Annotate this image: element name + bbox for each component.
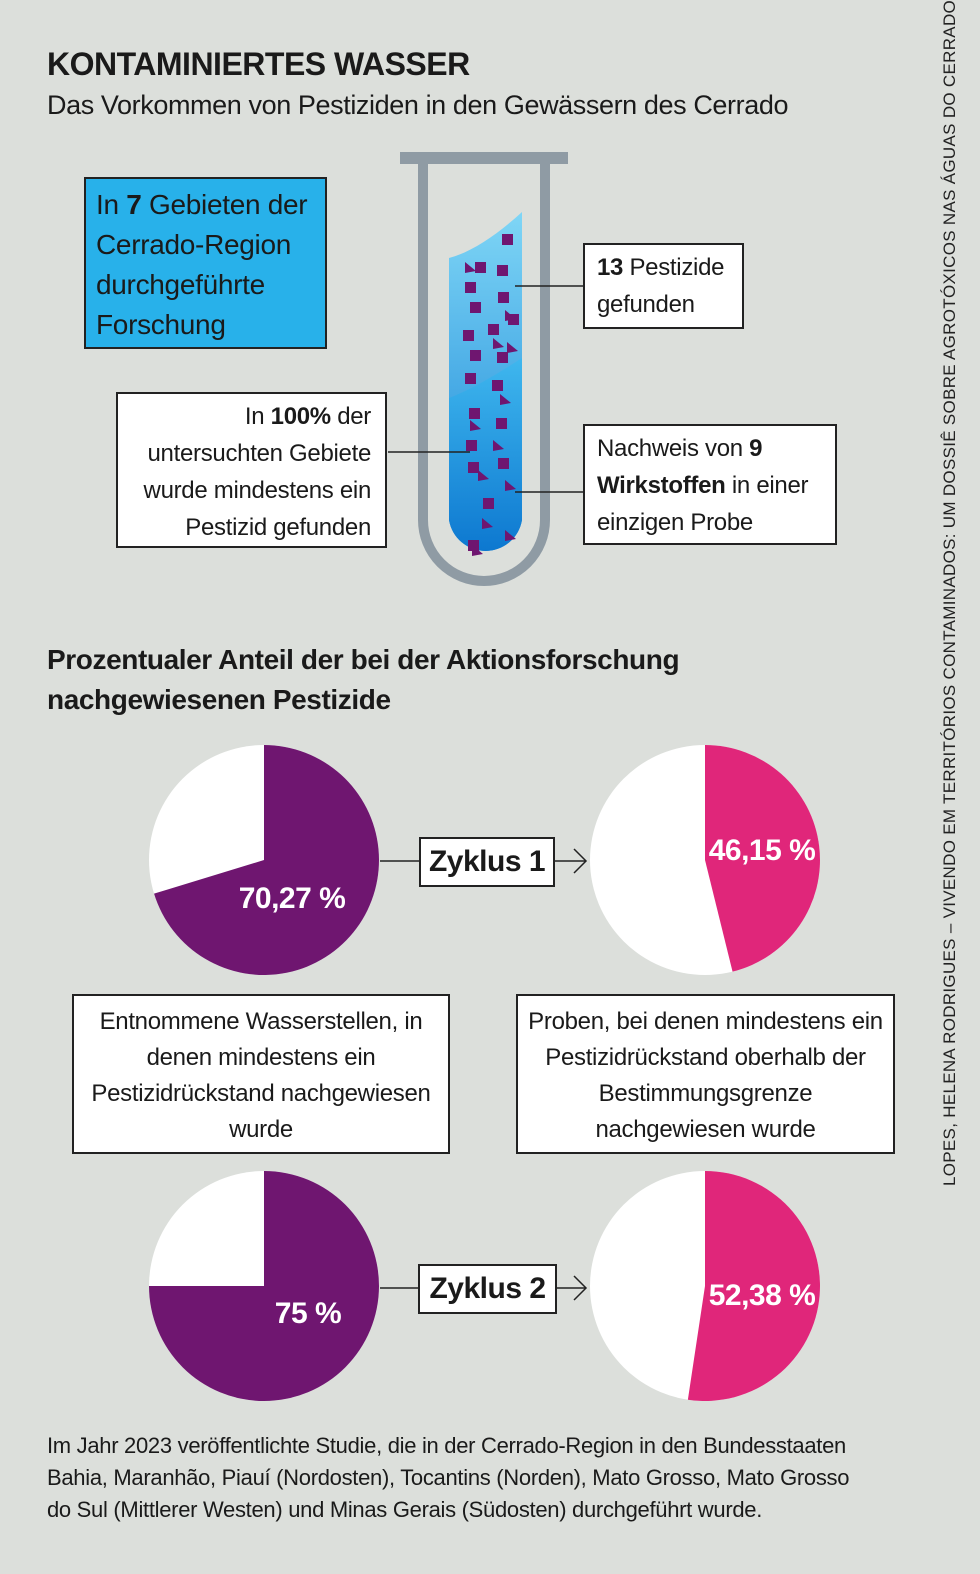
pie-slice — [687, 1171, 821, 1402]
particle — [482, 518, 493, 529]
callout-nine-substances: Nachweis von 9 Wirkstoffen in einer einz… — [583, 424, 837, 545]
callout-hundred-percent: In 100% der untersuchten Gebiete wurde m… — [116, 392, 387, 548]
pie-charts: 70,27 % 46,15 % 75 % 52,38 % — [149, 745, 821, 1402]
pie-value-label: 75 % — [275, 1297, 341, 1330]
pie-value-label: 46,15 % — [709, 834, 816, 867]
page-subtitle: Das Vorkommen von Pestiziden in den Gewä… — [47, 90, 789, 120]
callout-research-areas: In 7 Gebieten der Cerrado-Region durchge… — [84, 177, 327, 349]
callout-thirteen-pesticides: 13 Pestizide gefunden — [583, 243, 744, 329]
description-water-points: Entnommene Wasserstellen, in denen minde… — [72, 994, 450, 1154]
test-tube-icon — [400, 152, 568, 586]
particle — [497, 265, 508, 276]
particle — [505, 530, 516, 541]
particle — [463, 330, 474, 341]
cycle-1-label: Zyklus 1 — [419, 837, 555, 887]
particle — [468, 462, 479, 473]
particle — [496, 418, 507, 429]
particle — [498, 458, 509, 469]
pie-value-label: 52,38 % — [709, 1279, 816, 1312]
cycle1-arrow-head-icon — [573, 848, 588, 874]
particle — [478, 470, 489, 481]
particle — [472, 545, 483, 556]
particle — [469, 408, 480, 419]
cycle-2-label: Zyklus 2 — [418, 1264, 557, 1314]
page-title: KONTAMINIERTES WASSER — [47, 46, 470, 82]
particle — [508, 314, 519, 325]
particle — [488, 324, 499, 335]
pie-value-label: 70,27 % — [239, 882, 346, 915]
pie-chart-2: 46,15 % — [590, 745, 820, 975]
particle — [493, 338, 504, 349]
cycle2-arrow-head-icon — [573, 1275, 588, 1301]
pie-slice — [149, 1171, 379, 1401]
particle — [497, 352, 508, 363]
particle — [466, 440, 477, 451]
particle — [493, 440, 504, 451]
pie-chart-3: 75 % — [149, 1171, 379, 1401]
particle — [498, 292, 509, 303]
particle — [505, 310, 516, 321]
pie-slice — [705, 745, 820, 972]
pie-chart-1: 70,27 % — [149, 745, 379, 976]
particle — [465, 282, 476, 293]
pesticide-particles — [463, 234, 519, 556]
pie-slice — [154, 745, 379, 976]
particle — [507, 342, 518, 353]
particle — [468, 540, 479, 551]
particle — [465, 373, 476, 384]
footnote: Im Jahr 2023 veröffentlichte Studie, die… — [47, 1433, 850, 1522]
particle — [483, 498, 494, 509]
particle — [470, 420, 481, 431]
particle — [500, 394, 511, 405]
particle — [505, 480, 516, 491]
description-samples: Proben, bei denen mindestens ein Pestizi… — [516, 994, 895, 1154]
source-credit: LOPES, HELENA RODRIGUES – VIVENDO EM TER… — [940, 0, 959, 1186]
particle — [475, 262, 486, 273]
particle — [502, 234, 513, 245]
particle — [470, 350, 481, 361]
section-title: Prozentualer Anteil der bei der Aktionsf… — [47, 644, 680, 715]
pie-chart-4: 52,38 % — [590, 1171, 821, 1402]
particle — [492, 380, 503, 391]
particle — [465, 262, 476, 273]
particle — [470, 302, 481, 313]
